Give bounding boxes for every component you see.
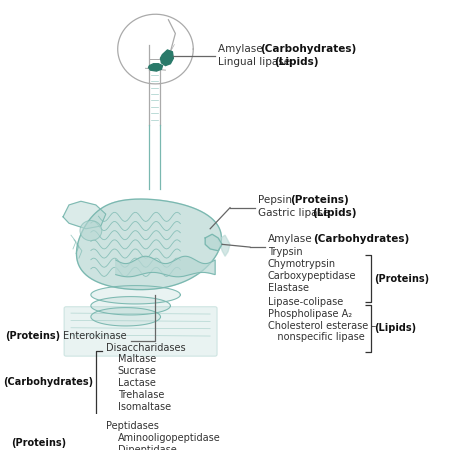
Polygon shape <box>91 286 180 304</box>
Polygon shape <box>218 235 230 256</box>
Text: (Proteins): (Proteins) <box>374 274 429 284</box>
Text: Isomaltase: Isomaltase <box>118 402 171 412</box>
Text: Sucrase: Sucrase <box>118 366 156 376</box>
Text: Chymotrypsin: Chymotrypsin <box>268 259 336 269</box>
Text: (Lipids): (Lipids) <box>274 58 318 68</box>
Text: Amylase: Amylase <box>268 234 312 244</box>
Text: Maltase: Maltase <box>118 355 156 365</box>
Text: Pepsin: Pepsin <box>258 195 295 205</box>
Text: Carboxypeptidase: Carboxypeptidase <box>268 271 356 281</box>
Text: Gastric lipase: Gastric lipase <box>258 208 332 218</box>
Text: Dipeptidase: Dipeptidase <box>118 445 176 450</box>
Text: Enterokinase: Enterokinase <box>63 331 127 341</box>
Text: nonspecific lipase: nonspecific lipase <box>268 333 365 342</box>
Text: (Proteins): (Proteins) <box>5 331 61 341</box>
Text: (Proteins): (Proteins) <box>11 438 66 448</box>
Text: Aminooligopeptidase: Aminooligopeptidase <box>118 433 220 443</box>
Polygon shape <box>91 297 170 315</box>
Polygon shape <box>148 64 163 71</box>
FancyBboxPatch shape <box>64 307 217 356</box>
Polygon shape <box>161 50 173 66</box>
Text: (Lipids): (Lipids) <box>374 323 416 333</box>
Polygon shape <box>91 308 161 326</box>
Text: Cholesterol esterase –: Cholesterol esterase – <box>268 320 376 331</box>
Text: Lingual lipase: Lingual lipase <box>218 58 293 68</box>
Text: Phospholipase A₂: Phospholipase A₂ <box>268 309 352 319</box>
Text: Trehalase: Trehalase <box>118 390 164 400</box>
Circle shape <box>80 220 102 241</box>
Polygon shape <box>76 199 221 290</box>
Text: (Carbohydrates): (Carbohydrates) <box>313 234 410 244</box>
Text: Trypsin: Trypsin <box>268 247 302 257</box>
Text: (Lipids): (Lipids) <box>312 208 357 218</box>
Text: Lipase-colipase: Lipase-colipase <box>268 297 343 307</box>
Polygon shape <box>205 234 222 251</box>
Text: Elastase: Elastase <box>268 283 309 293</box>
Text: Peptidases: Peptidases <box>106 421 159 432</box>
Text: Lactase: Lactase <box>118 378 155 388</box>
Polygon shape <box>63 201 106 229</box>
Text: (Carbohydrates): (Carbohydrates) <box>3 378 93 387</box>
Text: Disaccharidases: Disaccharidases <box>106 342 185 352</box>
Text: Amylase: Amylase <box>218 44 266 54</box>
Polygon shape <box>116 256 215 277</box>
Text: (Carbohydrates): (Carbohydrates) <box>260 44 356 54</box>
Text: (Proteins): (Proteins) <box>290 195 348 205</box>
